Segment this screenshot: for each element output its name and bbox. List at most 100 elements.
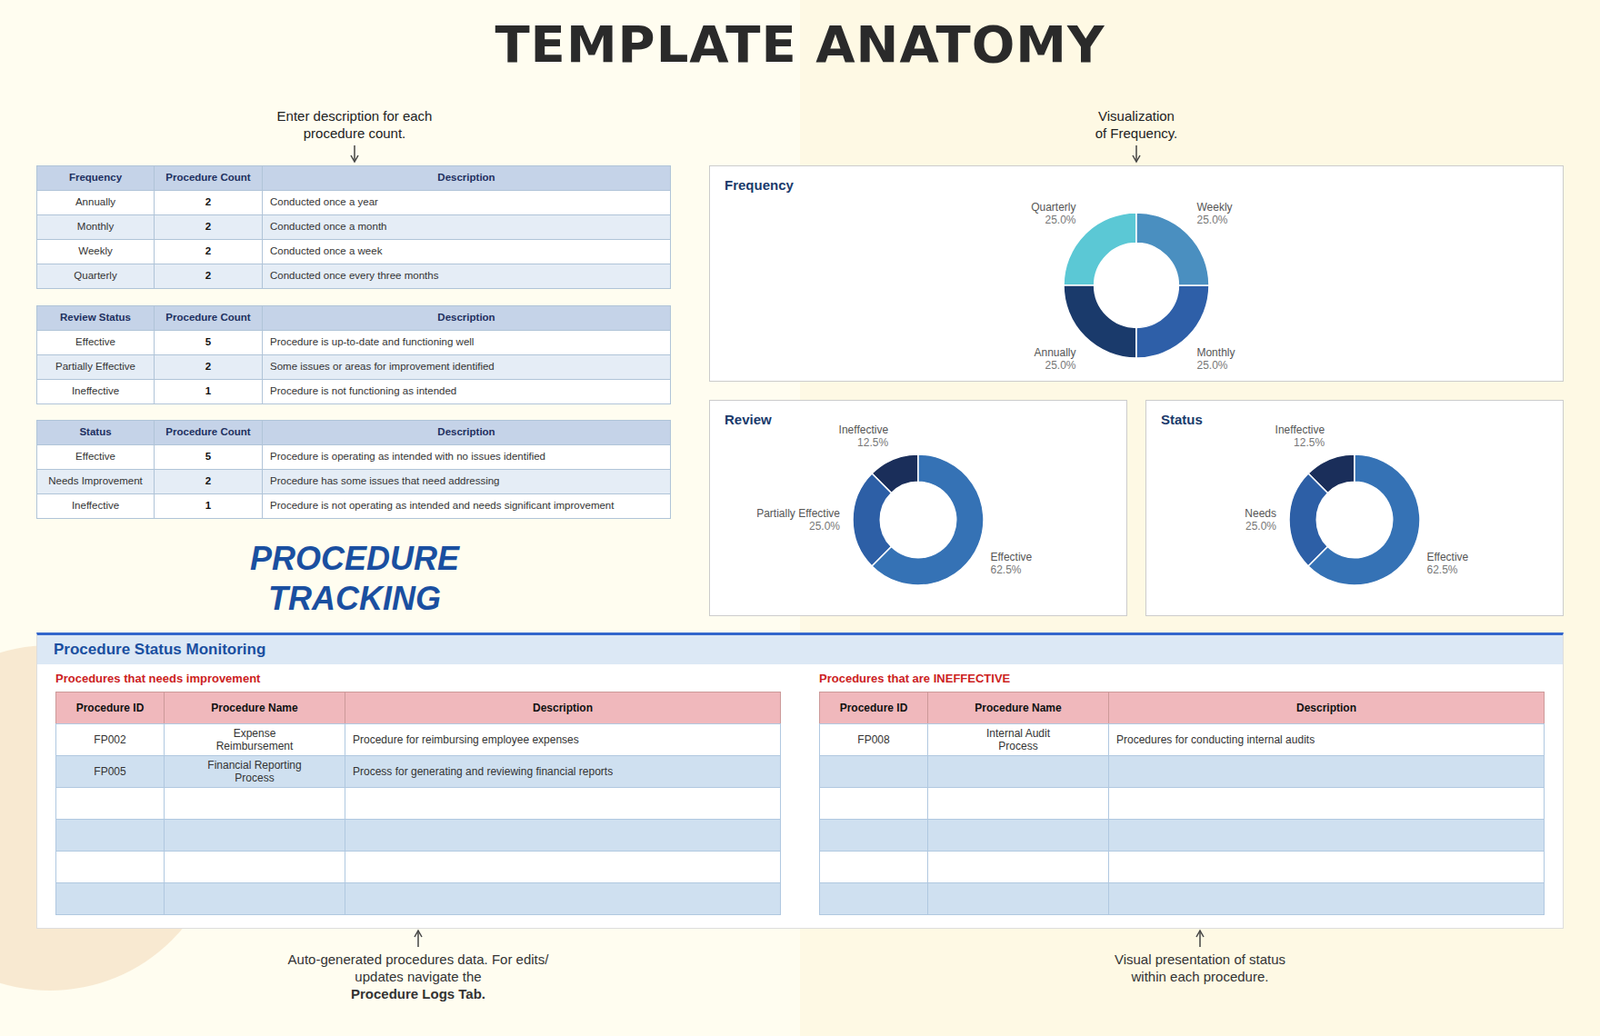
table-header-cell: Description xyxy=(1108,691,1545,725)
arrow xyxy=(1135,145,1138,162)
table-header-row: Procedure IDProcedure NameDescription xyxy=(819,691,1544,724)
table-row xyxy=(819,819,1544,851)
table-header-cell: Procedure Name xyxy=(927,691,1110,725)
table-row xyxy=(819,850,1544,883)
table-cell: 2 xyxy=(153,263,263,290)
table-cell-empty xyxy=(344,819,781,852)
table-header-cell: Review Status xyxy=(36,305,155,331)
donut-chart: Status Ineffective12.5%Needs25.0%Effectiv… xyxy=(1146,400,1563,616)
table-cell-empty xyxy=(819,819,929,852)
slice xyxy=(1308,454,1420,586)
table-cell: Financial Reporting Process xyxy=(163,755,346,789)
table-cell: FP005 xyxy=(55,755,165,789)
table-cell: 2 xyxy=(153,214,263,240)
table-cell: Conducted once a month xyxy=(261,214,671,240)
table-cell: Effective xyxy=(36,444,155,470)
table-cell: Effective xyxy=(36,330,155,356)
slice-labels: Quarterly25.0%Annually25.0%Monthly25.0%W… xyxy=(1030,200,1235,373)
section-heading: TRACKING xyxy=(36,580,673,619)
table-header-cell: Procedure Count xyxy=(153,165,263,191)
table-header-row: Review StatusProcedure CountDescription xyxy=(36,305,670,330)
slices xyxy=(852,454,984,586)
table-cell-empty xyxy=(344,850,781,884)
table-cell: Procedure has some issues that need addr… xyxy=(261,469,671,495)
table-cell-empty xyxy=(55,882,165,916)
table-cell: Internal Audit Process xyxy=(927,723,1110,757)
table: FrequencyProcedure CountDescriptionAnnua… xyxy=(36,165,670,289)
slice-value-label: 25.0% xyxy=(1045,213,1077,227)
table-header-cell: Procedure Name xyxy=(163,691,346,725)
section-heading: PROCEDURE xyxy=(36,540,673,579)
table: Procedure IDProcedure NameDescriptionFP0… xyxy=(819,691,1544,915)
table-cell-empty xyxy=(163,787,346,820)
table-cell: Procedure is up-to-date and functioning … xyxy=(261,330,671,356)
table-cell: Quarterly xyxy=(36,263,155,290)
table-row: Ineffective1Procedure is not operating a… xyxy=(36,493,670,519)
table-row: Ineffective1Procedure is not functioning… xyxy=(36,379,670,404)
table-cell: Process for generating and reviewing fin… xyxy=(344,755,781,789)
table-cell: Conducted once every three months xyxy=(261,263,671,290)
slice-value-label: 25.0% xyxy=(1045,359,1077,372)
chart-panel: ReviewIneffective12.5%Partially Effectiv… xyxy=(709,400,1128,617)
table-cell-empty xyxy=(819,850,929,884)
table-row xyxy=(819,755,1544,788)
slice-labels: Ineffective12.5%Partially Effective25.0%… xyxy=(756,423,1032,577)
table-row: Monthly2Conducted once a month xyxy=(36,214,670,240)
table-cell-empty xyxy=(819,787,929,820)
table-cell-empty xyxy=(1108,819,1545,852)
table-row: Needs Improvement2Procedure has some iss… xyxy=(36,469,670,494)
table-cell-empty xyxy=(927,882,1110,916)
table-cell: FP008 xyxy=(819,723,929,757)
table-cell-empty xyxy=(927,755,1110,789)
chart-panel: Status Ineffective12.5%Needs25.0%Effectiv… xyxy=(1145,400,1564,617)
arrow xyxy=(1199,930,1201,948)
table-label: Procedures that are INEFFECTIVE xyxy=(819,671,1010,686)
table-row: FP008Internal Audit ProcessProcedures fo… xyxy=(819,723,1544,756)
table-header-cell: Description xyxy=(261,165,671,191)
annotation-text-bold: Procedure Logs Tab. xyxy=(145,985,691,1003)
slice-label: Weekly xyxy=(1196,200,1232,214)
table-cell: Some issues or areas for improvement ide… xyxy=(261,354,671,380)
table-cell: Procedure for reimbursing employee expen… xyxy=(344,723,781,757)
table-cell-empty xyxy=(1108,755,1545,789)
slice-labels: Ineffective12.5%Needs25.0%Effective62.5% xyxy=(1244,423,1469,577)
table-cell-empty xyxy=(819,755,929,789)
table-header-row: StatusProcedure CountDescription xyxy=(36,420,670,445)
table-row: Effective5Procedure is operating as inte… xyxy=(36,444,670,470)
slice-value-label: 62.5% xyxy=(990,563,1021,577)
table-header-row: FrequencyProcedure CountDescription xyxy=(36,165,670,190)
annotation: Visualization of Frequency. xyxy=(945,107,1328,142)
table-header-cell: Procedure Count xyxy=(153,305,263,331)
annotation: Enter description for each procedure cou… xyxy=(163,107,546,142)
table-row: Weekly2Conducted once a week xyxy=(36,239,670,264)
table-row: Effective5Procedure is up-to-date and fu… xyxy=(36,330,670,355)
table-cell-empty xyxy=(163,882,346,916)
arrow xyxy=(353,145,356,162)
table: Procedure IDProcedure NameDescriptionFP0… xyxy=(55,691,780,915)
table-cell-empty xyxy=(55,819,165,852)
table-cell-empty xyxy=(55,787,165,820)
title: TEMPLATE ANATOMY xyxy=(0,14,1600,74)
table-cell: Ineffective xyxy=(36,493,155,520)
slice-label: Quarterly xyxy=(1030,200,1076,214)
table-cell: Monthly xyxy=(36,214,155,240)
slice-label: Annually xyxy=(1034,346,1077,360)
table-row: FP002Expense ReimbursementProcedure for … xyxy=(55,723,780,756)
annotation-text: Auto-generated procedures data. For edit… xyxy=(145,950,691,986)
table-cell: 1 xyxy=(153,493,263,520)
slice-label: Effective xyxy=(990,550,1032,564)
chart-title: Status xyxy=(1160,411,1203,428)
table-row xyxy=(819,882,1544,915)
table-cell: Partially Effective xyxy=(36,354,155,380)
table-cell-empty xyxy=(344,787,781,820)
slice-value-label: 12.5% xyxy=(857,436,889,450)
table-cell-empty xyxy=(1108,882,1545,916)
table-cell-empty xyxy=(344,882,781,916)
table-header-cell: Description xyxy=(261,305,671,331)
slice-label: Effective xyxy=(1426,550,1469,564)
table-cell: 1 xyxy=(153,379,263,405)
table-cell: Conducted once a year xyxy=(261,190,671,216)
table-cell: 2 xyxy=(153,469,263,495)
slice-label: Ineffective xyxy=(839,423,890,437)
table-cell-empty xyxy=(163,819,346,852)
